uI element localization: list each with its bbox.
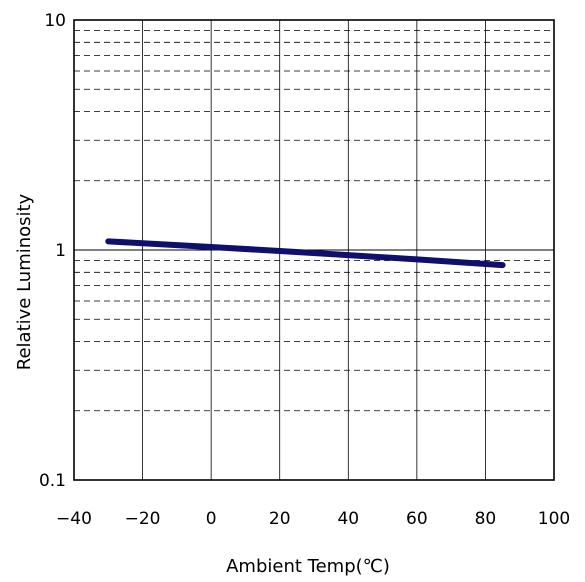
y-tick-labels: 0.1 1 10 xyxy=(39,11,66,491)
x-tick-label: 80 xyxy=(475,509,497,529)
x-axis-label: Ambient Temp(℃) xyxy=(226,556,390,577)
plot-frame xyxy=(73,19,555,481)
x-tick-label: 40 xyxy=(337,509,359,529)
y-tick-label: 1 xyxy=(55,241,66,261)
x-tick-label: 20 xyxy=(269,509,291,529)
y-axis-label: Relative Luminosity xyxy=(14,193,35,370)
series-line-1 xyxy=(105,238,506,269)
y-tick-label: 10 xyxy=(44,11,66,31)
x-tick-label: −40 xyxy=(56,509,92,529)
x-tick-label: 100 xyxy=(538,509,570,529)
series-lines xyxy=(105,238,506,269)
x-tick-labels: −40 −20 0 20 40 60 80 100 xyxy=(56,509,570,529)
x-tick-label: 60 xyxy=(406,509,428,529)
grid-lines xyxy=(74,20,554,480)
x-tick-label: 0 xyxy=(206,509,217,529)
x-tick-label: −20 xyxy=(125,509,161,529)
y-tick-label: 0.1 xyxy=(39,471,66,491)
